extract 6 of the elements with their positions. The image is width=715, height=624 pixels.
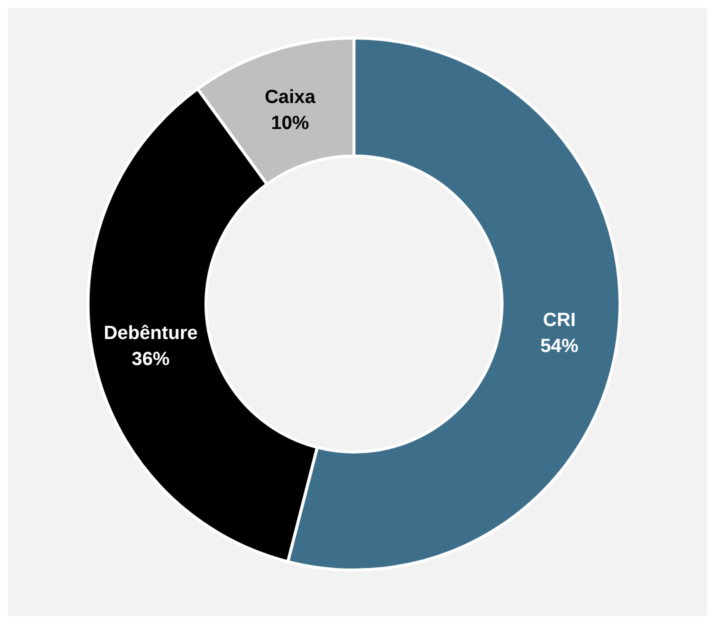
data-label: 36% [132,348,170,370]
slice-label: CRI [543,310,576,331]
slice-label: Debênture [104,322,198,344]
slice-label: Caixa [264,87,316,108]
data-label: 10% [271,113,310,134]
data-label: 54% [540,336,578,357]
